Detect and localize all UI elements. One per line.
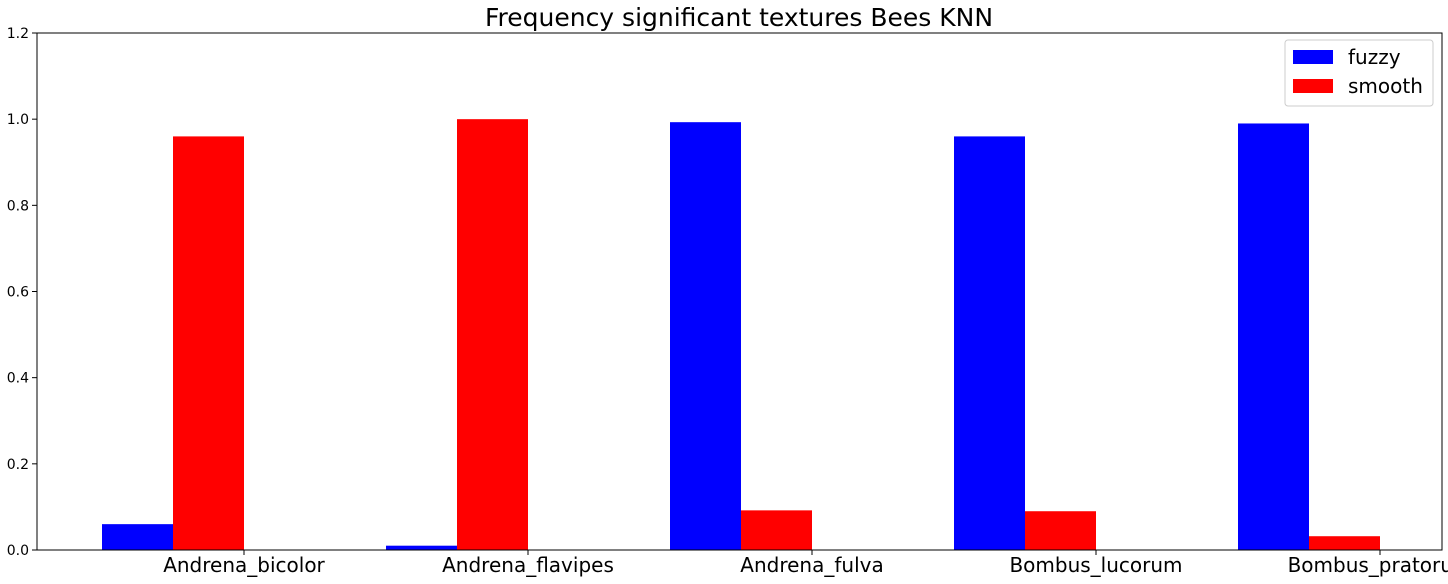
x-tick-label: Bombus_pratorum — [1288, 553, 1448, 577]
bars-group — [102, 119, 1380, 551]
bar-smooth-Bombus_pratorum — [1309, 536, 1380, 550]
y-tick-label: 0.2 — [7, 457, 29, 473]
y-tick-label: 1.2 — [7, 26, 29, 42]
x-tick-label: Andrena_fulva — [740, 553, 883, 577]
y-tick-label: 0.6 — [7, 285, 29, 301]
y-tick-label: 0.8 — [7, 198, 29, 214]
x-tick-label: Bombus_lucorum — [1009, 553, 1182, 577]
bar-fuzzy-Andrena_flavipes — [386, 545, 457, 550]
bar-fuzzy-Andrena_bicolor — [102, 524, 173, 550]
y-axis: 0.0 0.2 0.4 0.6 0.8 1.0 1.2 — [7, 26, 37, 559]
legend-label-fuzzy: fuzzy — [1348, 45, 1401, 69]
bar-fuzzy-Andrena_fulva — [670, 122, 741, 551]
legend-swatch-smooth — [1293, 79, 1333, 93]
bar-smooth-Andrena_flavipes — [457, 119, 528, 551]
y-tick-label: 0.0 — [7, 543, 29, 559]
plot-frame — [36, 32, 1443, 551]
bar-smooth-Bombus_lucorum — [1025, 511, 1096, 550]
bar-smooth-Andrena_bicolor — [173, 136, 244, 550]
x-tick-label: Andrena_bicolor — [163, 553, 325, 577]
y-tick-label: 0.4 — [7, 371, 29, 387]
bar-smooth-Andrena_fulva — [741, 510, 812, 550]
chart-title: Frequency significant textures Bees KNN — [485, 3, 993, 32]
bar-fuzzy-Bombus_pratorum — [1238, 123, 1309, 550]
legend-swatch-fuzzy — [1293, 50, 1333, 64]
bar-fuzzy-Bombus_lucorum — [954, 136, 1025, 550]
x-axis: Andrena_bicolor Andrena_flavipes Andrena_f… — [163, 550, 1448, 577]
x-tick-label: Andrena_flavipes — [442, 553, 614, 577]
y-tick-label: 1.0 — [7, 112, 29, 128]
legend-label-smooth: smooth — [1348, 74, 1423, 98]
legend: fuzzy smooth — [1284, 39, 1434, 107]
